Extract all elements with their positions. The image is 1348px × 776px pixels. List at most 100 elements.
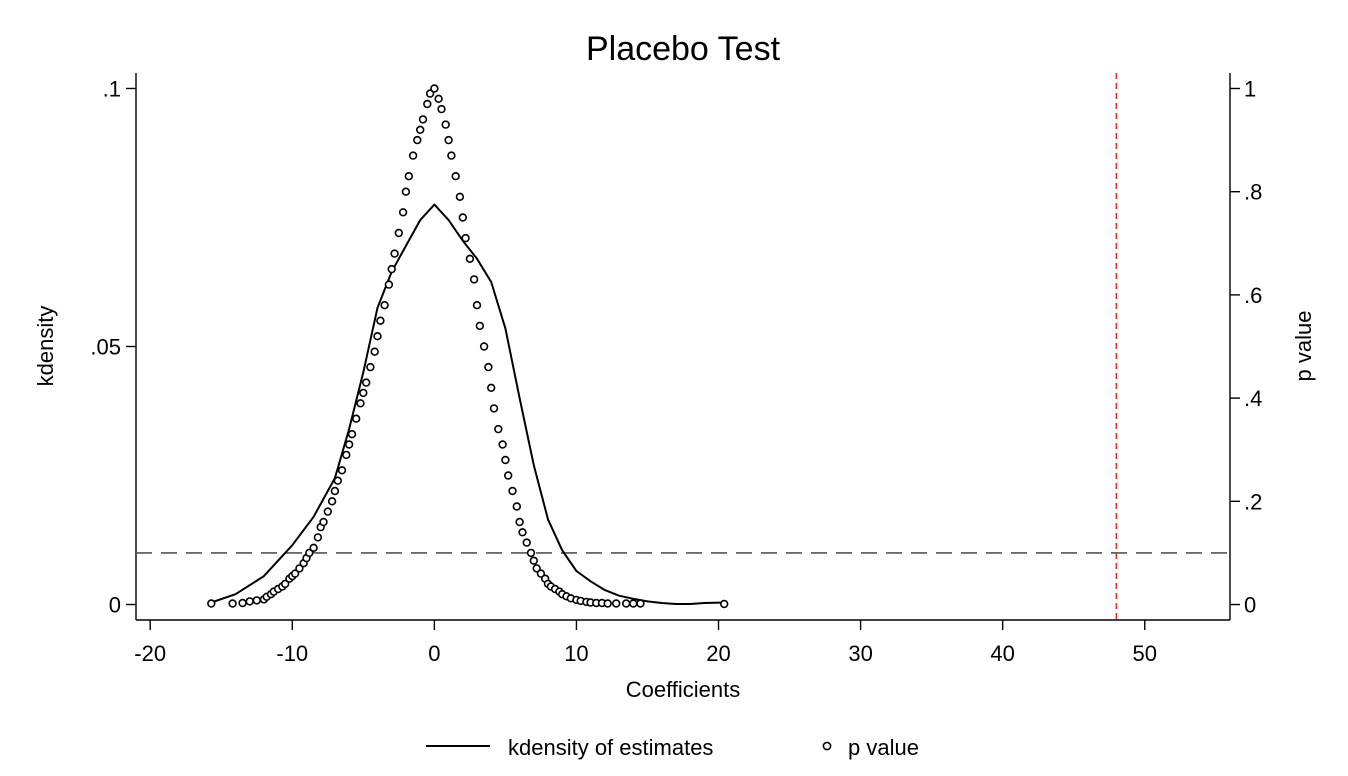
p-value-point [401, 187, 411, 196]
p-value-point [472, 301, 482, 310]
p-value-point [418, 115, 428, 124]
x-tick-label: 30 [848, 641, 872, 666]
p-value-point [416, 125, 425, 135]
p-value-point [376, 316, 385, 325]
p-value-point [536, 569, 546, 578]
plot-frame [135, 73, 1231, 621]
p-value-point [475, 321, 484, 331]
p-value-point [461, 233, 470, 243]
p-value-point [359, 388, 368, 398]
p-value-point [430, 84, 439, 93]
right-y-tick-label: .6 [1244, 283, 1262, 308]
right-y-tick-label: .2 [1244, 489, 1262, 514]
p-value-point [603, 599, 612, 608]
legend: kdensity of estimates p value [426, 735, 919, 760]
left-y-tick-label: .05 [90, 335, 121, 360]
p-value-point [305, 548, 314, 558]
p-value-point [390, 249, 399, 258]
p-value-point [319, 517, 328, 527]
x-tick-label: 40 [990, 641, 1014, 666]
right-y-axis-ticks: 0 .2 .4 .6 .8 1 [1230, 76, 1262, 618]
p-value-point [469, 275, 479, 284]
series-layer [207, 84, 729, 609]
p-value-point [532, 564, 541, 573]
p-value-point [465, 254, 475, 263]
p-value-point [611, 599, 621, 608]
p-value-point [398, 208, 408, 217]
p-value-point [501, 455, 510, 465]
p-value-point [484, 362, 493, 372]
p-value-point [408, 151, 418, 160]
right-y-tick-label: 0 [1244, 593, 1256, 618]
p-value-point [245, 597, 254, 606]
right-y-tick-label: 1 [1244, 76, 1256, 101]
left-y-axis-label: kdensity [33, 306, 58, 387]
x-tick-label: -10 [276, 641, 308, 666]
p-value-point [327, 497, 337, 506]
p-value-point [437, 104, 446, 114]
p-value-point [508, 486, 517, 496]
p-value-point [337, 466, 347, 475]
x-tick-label: 0 [428, 641, 440, 666]
p-value-point [518, 528, 527, 537]
p-value-point [515, 517, 524, 527]
x-axis-label: Coefficients [626, 677, 741, 702]
x-tick-label: 20 [706, 641, 730, 666]
p-value-point [228, 599, 237, 608]
p-value-point [719, 599, 729, 609]
p-value-point [238, 598, 247, 608]
reference-lines [136, 73, 1230, 620]
chart-title: Placebo Test [586, 30, 781, 68]
p-value-point [451, 172, 460, 181]
p-value-point [404, 172, 413, 181]
legend-label-kdensity: kdensity of estimates [508, 735, 713, 760]
p-value-point [387, 264, 396, 274]
p-value-point [347, 430, 357, 439]
p-value-point [487, 383, 496, 392]
left-y-tick-label: 0 [109, 593, 121, 618]
p-value-point [366, 362, 375, 372]
p-value-point [384, 280, 394, 289]
p-value-point [498, 440, 507, 449]
p-value-point [394, 228, 403, 238]
p-value-point [479, 342, 489, 351]
p-value-point [441, 120, 450, 129]
p-value-point [309, 543, 318, 552]
right-y-tick-label: .4 [1244, 386, 1262, 411]
right-y-tick-label: .8 [1244, 180, 1262, 205]
left-y-axis-ticks: 0 .05 .1 [90, 76, 136, 618]
p-value-point [252, 596, 261, 605]
x-tick-label: -20 [134, 641, 166, 666]
p-value-point [344, 440, 354, 449]
p-value-point [444, 135, 453, 145]
p-value-point [629, 599, 638, 608]
p-value-point [352, 414, 361, 423]
p-value-point [323, 507, 332, 516]
p-value-point [356, 399, 365, 408]
p-value-point [290, 569, 300, 578]
kdensity-line [210, 203, 725, 605]
legend-circle-swatch [822, 741, 832, 751]
p-value-point [621, 599, 631, 608]
p-value-point [295, 564, 304, 573]
p-value-point [512, 502, 521, 511]
p-value-point [313, 533, 323, 542]
p-value-point [522, 538, 531, 547]
p-value-point [281, 579, 290, 589]
p-value-point [529, 556, 538, 565]
x-tick-label: 10 [564, 641, 588, 666]
p-value-point [362, 378, 371, 387]
p-value-point [455, 192, 465, 202]
x-axis-ticks: -20 -10 0 10 20 30 40 50 [134, 620, 1157, 666]
p-value-point [370, 347, 379, 356]
right-y-axis-label: p value [1291, 311, 1316, 382]
p-value-point [330, 486, 340, 496]
p-value-point [425, 89, 435, 98]
x-tick-label: 50 [1133, 641, 1157, 666]
p-value-point [504, 471, 513, 480]
p-value-point [207, 599, 216, 608]
p-value-point [447, 151, 456, 160]
p-value-point [380, 301, 389, 310]
p-value-point [489, 404, 499, 413]
